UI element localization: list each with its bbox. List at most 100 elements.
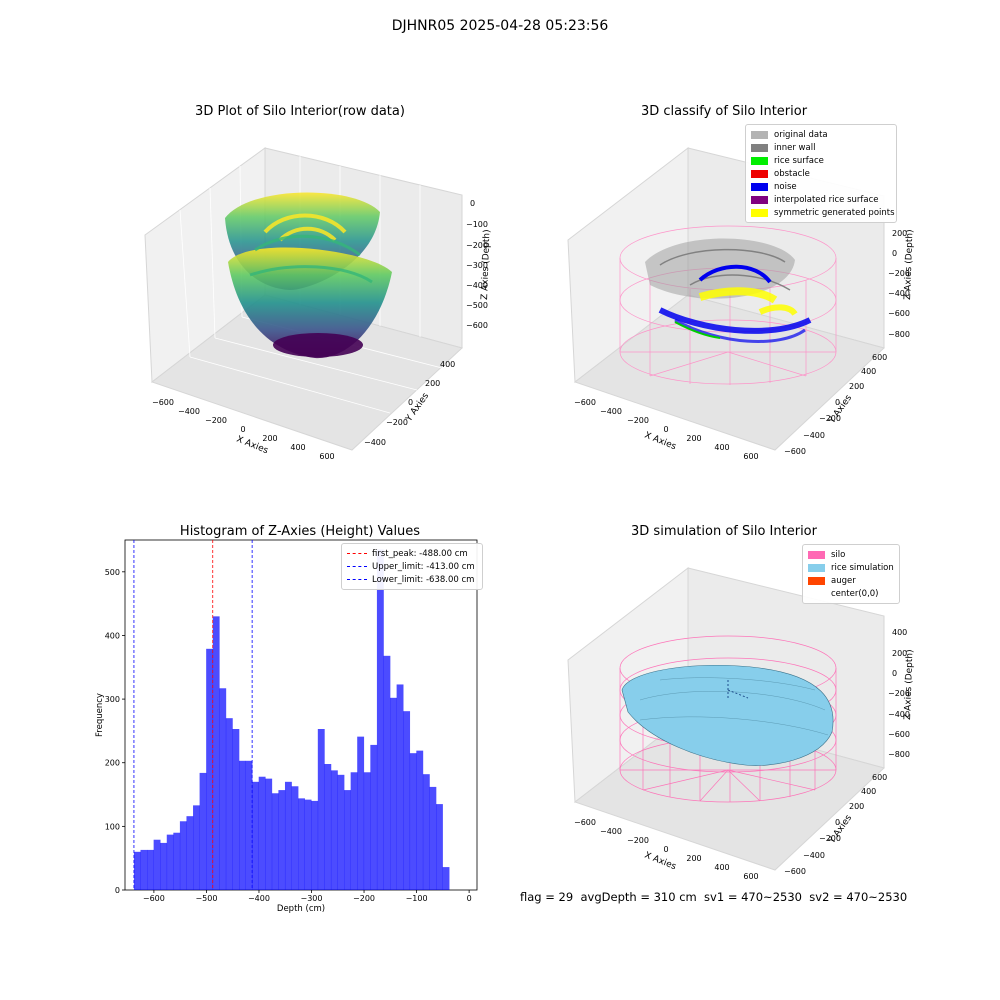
x-tick-label: −500	[195, 894, 217, 903]
svg-text:200: 200	[686, 434, 701, 443]
svg-text:−400: −400	[803, 851, 825, 860]
svg-text:400: 400	[861, 367, 876, 376]
legend-item-silo: silo	[808, 548, 894, 561]
histogram-bar	[160, 842, 168, 890]
histogram-bar	[304, 799, 312, 890]
histogram-bar	[239, 760, 246, 890]
svg-text:−400: −400	[888, 710, 910, 719]
histogram-bar	[370, 744, 378, 890]
svg-text:−400: −400	[178, 407, 200, 416]
histogram-bar	[436, 804, 443, 890]
svg-text:−600: −600	[152, 398, 174, 407]
histogram-bar	[147, 849, 154, 890]
svg-text:400: 400	[892, 628, 907, 637]
simulation-plot-title: 3D simulation of Silo Interior	[631, 524, 817, 539]
raw-plot-title: 3D Plot of Silo Interior(row data)	[195, 104, 405, 119]
svg-text:−600: −600	[466, 321, 488, 330]
svg-text:−400: −400	[600, 827, 622, 836]
svg-text:−200: −200	[386, 418, 408, 427]
svg-text:−600: −600	[784, 867, 806, 876]
histogram-bar	[232, 729, 240, 890]
histogram-bar	[258, 776, 266, 890]
classify-plot-title: 3D classify of Silo Interior	[640, 104, 808, 119]
histogram-bar	[337, 774, 345, 890]
svg-text:600: 600	[319, 452, 334, 461]
histogram-bar	[265, 778, 273, 890]
svg-text:−400: −400	[888, 289, 910, 298]
histogram-x-axis-label: Depth (cm)	[277, 904, 325, 914]
svg-text:−300: −300	[466, 261, 488, 270]
svg-text:−200: −200	[205, 416, 227, 425]
histogram-bar	[153, 839, 161, 890]
histogram-bar	[206, 648, 214, 890]
histogram-bar	[271, 793, 279, 890]
histogram-bar	[133, 851, 141, 890]
histogram-bar	[429, 786, 437, 890]
x-tick-label: −200	[353, 894, 375, 903]
histogram-legend: first_peak: -488.00 cm Upper_limit: -413…	[341, 543, 483, 590]
legend-item-symmetric-generated-points: symmetric generated points	[751, 206, 895, 219]
legend-item-upper-limit: Upper_limit: -413.00 cm	[347, 560, 477, 573]
svg-text:−600: −600	[574, 398, 596, 407]
histogram-bar	[383, 655, 391, 890]
bowl-bottom	[273, 333, 363, 357]
svg-text:400: 400	[861, 787, 876, 796]
histogram-bar	[311, 800, 319, 890]
svg-text:−200: −200	[819, 834, 841, 843]
histogram-x-ticks: −600 −500 −400 −300 −200 −100 0	[143, 890, 472, 903]
y-tick-label: 0	[115, 886, 120, 895]
x-tick-label: −100	[406, 894, 428, 903]
legend-item-rice-surface: rice surface	[751, 154, 891, 167]
svg-text:200: 200	[262, 434, 277, 443]
svg-text:−400: −400	[803, 431, 825, 440]
svg-text:600: 600	[743, 452, 758, 461]
histogram-bar	[284, 781, 292, 890]
histogram-y-ticks: 0 100 200 300 400 500	[105, 568, 125, 895]
svg-text:−200: −200	[888, 689, 910, 698]
y-tick-label: 400	[105, 631, 120, 640]
svg-text:−500: −500	[466, 301, 488, 310]
histogram-bar	[317, 729, 325, 890]
y-tick-label: 500	[105, 568, 120, 577]
legend-item-center: center(0,0)	[831, 588, 879, 599]
classify-3d-plot: −600 −400 −200 0 200 400 600 −600 −400 −200 0 20…	[567, 146, 915, 461]
svg-text:0: 0	[892, 669, 897, 678]
histogram-bar	[376, 549, 384, 890]
lower-bowl	[228, 247, 392, 359]
histogram-bar	[225, 718, 233, 890]
histogram-bar	[298, 798, 305, 890]
svg-text:−400: −400	[600, 407, 622, 416]
histogram-bar	[219, 688, 227, 890]
legend-item-first-peak: first_peak: -488.00 cm	[347, 547, 477, 560]
svg-text:400: 400	[290, 443, 305, 452]
simulation-legend: silo rice simulation auger center(0,0)	[802, 544, 900, 604]
histogram-bar	[344, 790, 351, 890]
histogram-bar	[396, 684, 404, 890]
legend-item-inner-wall: inner wall	[751, 141, 891, 154]
histogram-bar	[140, 849, 148, 890]
legend-item-auger: auger	[808, 574, 894, 587]
svg-text:−800: −800	[888, 750, 910, 759]
histogram-bar	[416, 750, 424, 890]
legend-item-obstacle: obstacle	[751, 167, 891, 180]
histogram-bar	[278, 790, 286, 890]
svg-text:−200: −200	[466, 241, 488, 250]
svg-text:0: 0	[240, 425, 245, 434]
histogram-bar	[403, 711, 411, 890]
histogram-bar	[245, 760, 253, 890]
svg-text:0: 0	[663, 425, 668, 434]
svg-text:−600: −600	[784, 447, 806, 456]
svg-text:0: 0	[892, 249, 897, 258]
svg-text:600: 600	[872, 353, 887, 362]
legend-item-rice-simulation: rice simulation	[808, 561, 894, 574]
legend-item-noise: noise	[751, 180, 891, 193]
histogram-bar	[330, 770, 338, 890]
histogram-chart: −600 −500 −400 −300 −200 −100 0 0 100 200 300 400 5…	[95, 539, 478, 914]
histogram-bar	[173, 832, 181, 890]
histogram-bar	[357, 736, 365, 890]
x-tick-label: −600	[143, 894, 165, 903]
svg-text:0: 0	[835, 398, 840, 407]
histogram-bar	[252, 781, 260, 890]
